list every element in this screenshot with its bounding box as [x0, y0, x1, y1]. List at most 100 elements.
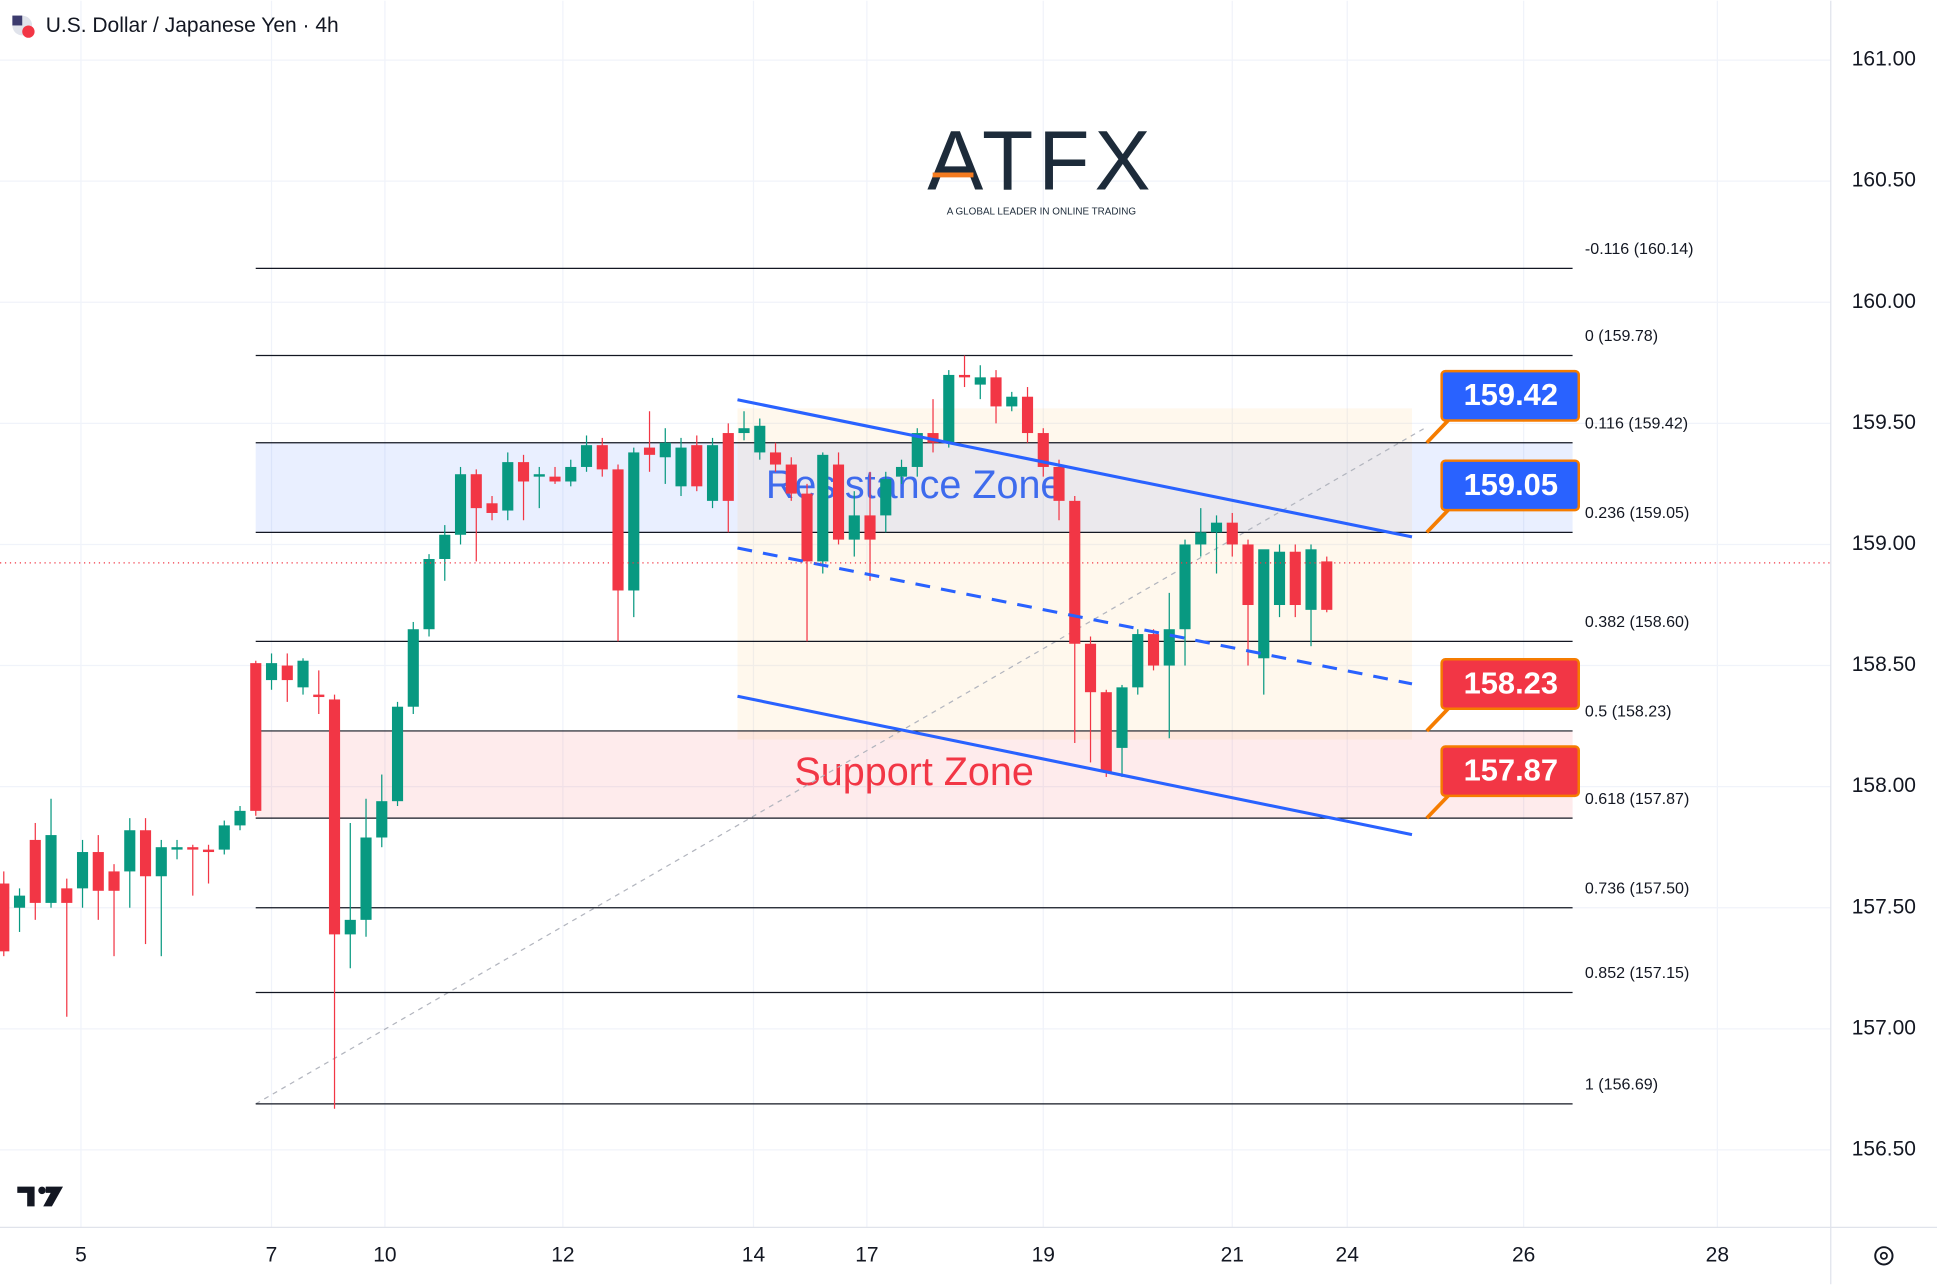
candle-body	[722, 433, 734, 501]
x-tick-label: 7	[266, 1243, 278, 1266]
candle-body	[848, 515, 860, 540]
candle-body	[139, 830, 152, 877]
fib-label: 0.618 (157.87)	[1585, 790, 1689, 808]
candle-body	[486, 503, 498, 513]
candle-body	[108, 871, 120, 891]
candle-body	[1053, 466, 1065, 501]
price-tag	[1440, 459, 1580, 512]
fib-label: 0.5 (158.23)	[1585, 703, 1672, 721]
candle-body	[738, 428, 750, 434]
candle-body	[29, 839, 41, 903]
y-tick-label: 157.00	[1852, 1016, 1916, 1039]
y-tick-label: 157.50	[1852, 895, 1916, 918]
candle-body	[533, 474, 545, 477]
candle-body	[470, 474, 482, 509]
candle-body	[0, 883, 10, 952]
price-tags: 159.42 159.05 158.23 157.87	[1425, 369, 1580, 820]
settings-icon-core	[1879, 1251, 1888, 1260]
candle-body	[1069, 500, 1081, 644]
candle-body	[328, 699, 341, 935]
candle-body	[45, 835, 57, 903]
candle-body	[297, 660, 309, 688]
candle-body	[1195, 532, 1207, 545]
candle-body	[1242, 544, 1254, 606]
candle-body	[927, 433, 939, 443]
candle-body	[1273, 551, 1286, 606]
candle-body	[92, 852, 104, 891]
y-tick-label: 156.50	[1852, 1137, 1916, 1160]
candle-body	[864, 515, 876, 540]
channel	[737, 398, 1413, 837]
price-tag	[1440, 369, 1580, 422]
candle-body	[187, 847, 199, 850]
y-tick-label: 158.50	[1852, 653, 1916, 676]
settings-button[interactable]	[1874, 1246, 1894, 1266]
candle-body	[234, 810, 246, 826]
header: U.S. Dollar / Japanese Yen · 4h	[12, 14, 339, 38]
candle-body	[958, 374, 971, 378]
candle-body	[1084, 643, 1097, 693]
candle-body	[1258, 549, 1270, 659]
candle-body	[1179, 544, 1191, 630]
logo: ATFX A GLOBAL LEADER IN ONLINE TRADING	[927, 114, 1150, 218]
price-tag-label: 159.42	[1464, 377, 1558, 412]
price-tag-label: 159.05	[1464, 467, 1558, 502]
x-tick-label: 10	[373, 1243, 396, 1266]
candle-body	[785, 464, 797, 494]
price-tag-label: 157.87	[1464, 753, 1558, 788]
candle-body	[1305, 549, 1317, 610]
candle-body	[706, 445, 719, 501]
candle-body	[974, 377, 986, 385]
candle-body	[565, 466, 577, 482]
candle-body	[769, 452, 782, 465]
platform-logo-dot	[38, 1186, 46, 1195]
candle-body	[360, 837, 372, 920]
candle-body	[202, 849, 215, 853]
candle-body	[517, 462, 530, 482]
settings-icon[interactable]	[1874, 1246, 1894, 1266]
x-tick-label: 28	[1706, 1243, 1729, 1266]
fib-label: 0 (159.78)	[1585, 327, 1658, 345]
candle-body	[895, 466, 908, 477]
candle-body	[580, 445, 593, 467]
candle-body	[454, 474, 467, 535]
candle-body	[124, 830, 136, 872]
axes: 156.50 157.00 157.50 158.00 158.50 159.00 159.…	[75, 48, 1916, 1267]
candle-body	[880, 479, 892, 516]
candle-body	[1037, 433, 1049, 467]
candle-body	[1100, 692, 1112, 773]
candle-body	[643, 447, 656, 455]
candle-body	[1321, 561, 1333, 610]
candle-body	[1147, 634, 1160, 666]
candle-body	[911, 433, 923, 467]
symbol-icon-yen	[22, 25, 35, 38]
candle-body	[423, 558, 435, 630]
candle-body	[218, 825, 230, 850]
symbol-icon-flag	[12, 15, 23, 26]
candle-body	[250, 663, 262, 811]
zone-label: Resistance Zone	[766, 463, 1063, 507]
candle-body	[1021, 396, 1034, 434]
candle-body	[439, 534, 451, 559]
candle-body	[1226, 522, 1238, 545]
fib-label: 0.116 (159.42)	[1585, 414, 1688, 432]
candle-body	[990, 377, 1002, 407]
symbol-title: U.S. Dollar / Japanese Yen · 4h	[46, 14, 339, 37]
y-tick-label: 159.00	[1852, 532, 1916, 555]
x-tick-label: 14	[742, 1243, 766, 1266]
candle-body	[502, 462, 514, 511]
fib-label: 0.382 (158.60)	[1585, 613, 1689, 631]
candle-body	[76, 852, 89, 889]
channel-middle	[737, 546, 1413, 686]
y-tick-label: 159.50	[1852, 411, 1916, 434]
candle-body	[801, 493, 813, 562]
candle-body	[596, 445, 608, 470]
platform-logo-shape	[17, 1186, 35, 1207]
y-tick-label: 160.00	[1852, 290, 1916, 313]
candle-body	[313, 694, 325, 698]
platform-logo	[17, 1186, 64, 1207]
y-tick-label: 158.00	[1852, 774, 1916, 797]
fib-retracement: -0.116 (160.14) 0 (159.78) 0.116 (159.42) 0…	[255, 240, 1693, 1105]
candle-body	[281, 665, 293, 681]
